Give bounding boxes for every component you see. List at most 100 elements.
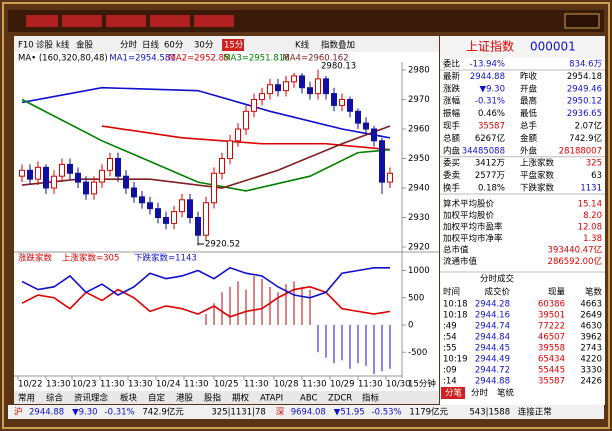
y-tick-label: 2950: [408, 154, 430, 164]
date-label: 11:30: [184, 380, 209, 390]
tick-cell: 3962: [580, 333, 602, 343]
quote-panel: [440, 36, 605, 405]
tab[interactable]: 股指: [204, 393, 222, 404]
quote-tab[interactable]: 分笔: [445, 388, 463, 399]
candle-body: [155, 208, 161, 218]
candle-body: [307, 87, 313, 95]
candle-body: [91, 181, 97, 195]
button[interactable]: [106, 15, 146, 27]
candle-body: [107, 158, 113, 171]
ticks-title: 分时成交: [480, 274, 515, 285]
quote-tab[interactable]: 笔统: [497, 388, 515, 399]
tab[interactable]: 自定: [148, 393, 166, 404]
tool-button[interactable]: K线: [295, 40, 310, 51]
stat-value: 12.08: [578, 223, 602, 233]
tick-cell: 4663: [580, 300, 602, 310]
button[interactable]: [62, 15, 102, 27]
window-buttons[interactable]: [564, 13, 600, 29]
quote-cell: 28188007: [559, 146, 602, 156]
candle-body: [211, 172, 217, 204]
up-label: 上涨家数=305: [62, 253, 119, 264]
candle-body: [347, 99, 353, 112]
quote-cell: 34485088: [462, 146, 505, 156]
tick-cell: 60386: [538, 300, 565, 310]
tick-cell: :54: [443, 333, 457, 343]
period-button[interactable]: 30分: [194, 41, 214, 51]
status-item: 325|1131|78: [211, 408, 265, 418]
tab[interactable]: 综合: [46, 393, 64, 404]
quote-cell: 内盘: [443, 145, 461, 156]
stat-value: 393440.47亿: [548, 245, 602, 256]
status-item: 1179亿元: [409, 407, 448, 418]
tab[interactable]: ABC: [300, 394, 317, 404]
button[interactable]: [150, 15, 190, 27]
quote-cell: 涨幅: [443, 96, 461, 107]
quote-cell: 6267亿: [475, 133, 505, 144]
quote-code: 000001: [530, 40, 576, 54]
candle-body: [227, 140, 233, 160]
tick-cell: :55: [443, 344, 457, 354]
tool-button[interactable]: 金股: [76, 40, 94, 51]
quote-tab[interactable]: 分时: [471, 388, 489, 399]
candle-body: [259, 93, 265, 100]
down-line: [21, 266, 390, 299]
quote-cell: 最低: [520, 108, 538, 119]
tab[interactable]: ZDCR: [328, 394, 352, 404]
quote-cell: 2936.65: [567, 109, 602, 119]
ma-legend: MA1=2954.581: [109, 54, 175, 64]
candle-body: [147, 202, 153, 210]
tab[interactable]: ATAPI: [260, 394, 283, 404]
date-label: 11:30: [244, 380, 269, 390]
status-item: ▼9.30: [72, 408, 97, 418]
candle-body: [275, 84, 281, 92]
tick-cell: 4220: [580, 355, 602, 365]
candle-body: [291, 75, 297, 83]
candle-body: [219, 158, 225, 174]
ma-legend: MA• (160,320,80,48): [18, 54, 108, 64]
candle-body: [339, 99, 345, 106]
candle-body: [123, 175, 129, 189]
period-button[interactable]: 分时: [120, 40, 138, 51]
candle-body: [315, 78, 321, 95]
tab[interactable]: 资讯理念: [74, 393, 109, 404]
period-button[interactable]: 日线: [142, 40, 160, 51]
period-button[interactable]: 15分: [224, 41, 244, 51]
y-tick-label: 2930: [408, 213, 430, 223]
quote-cell: 昨收: [520, 71, 538, 82]
stat-label: 加权平均市净率: [443, 233, 503, 244]
button[interactable]: [194, 15, 234, 27]
candle-body: [59, 163, 65, 177]
candle-body: [19, 169, 25, 177]
candle-body: [83, 181, 89, 195]
date-label: 10/23: [72, 380, 97, 390]
candle-body: [299, 75, 305, 89]
ma-line: [101, 125, 391, 151]
tab[interactable]: 板块: [120, 393, 138, 404]
high-label: 2980.13: [321, 62, 356, 72]
tool-button[interactable]: 诊股: [36, 40, 54, 51]
tool-button[interactable]: 指数叠加: [321, 40, 355, 51]
tab[interactable]: 指标: [362, 393, 380, 404]
tab[interactable]: 常用: [18, 393, 35, 404]
tick-cell: :49: [443, 322, 457, 332]
tool-button[interactable]: k线: [56, 40, 70, 51]
tool-button[interactable]: F10: [18, 41, 34, 51]
status-item: 742.9亿元: [142, 407, 184, 418]
tick-cell: 55445: [538, 366, 565, 376]
candle-body: [371, 128, 377, 142]
tick-cell: 39501: [538, 311, 565, 321]
candle-body: [323, 78, 329, 95]
candle-body: [187, 199, 193, 219]
period-button[interactable]: 60分: [164, 41, 184, 51]
ma-legend: MA2=2952.85: [169, 54, 230, 64]
tab[interactable]: 港股: [176, 393, 194, 404]
button[interactable]: [26, 15, 58, 27]
stat-label: 总市值: [443, 245, 469, 256]
candle-body: [331, 93, 337, 106]
quote-cell: 委卖: [443, 170, 461, 181]
status-item: -0.31%: [105, 408, 135, 418]
tab[interactable]: 期权: [232, 393, 250, 404]
y-tick-label: -500: [408, 348, 427, 358]
tick-cell: :09: [443, 366, 457, 376]
